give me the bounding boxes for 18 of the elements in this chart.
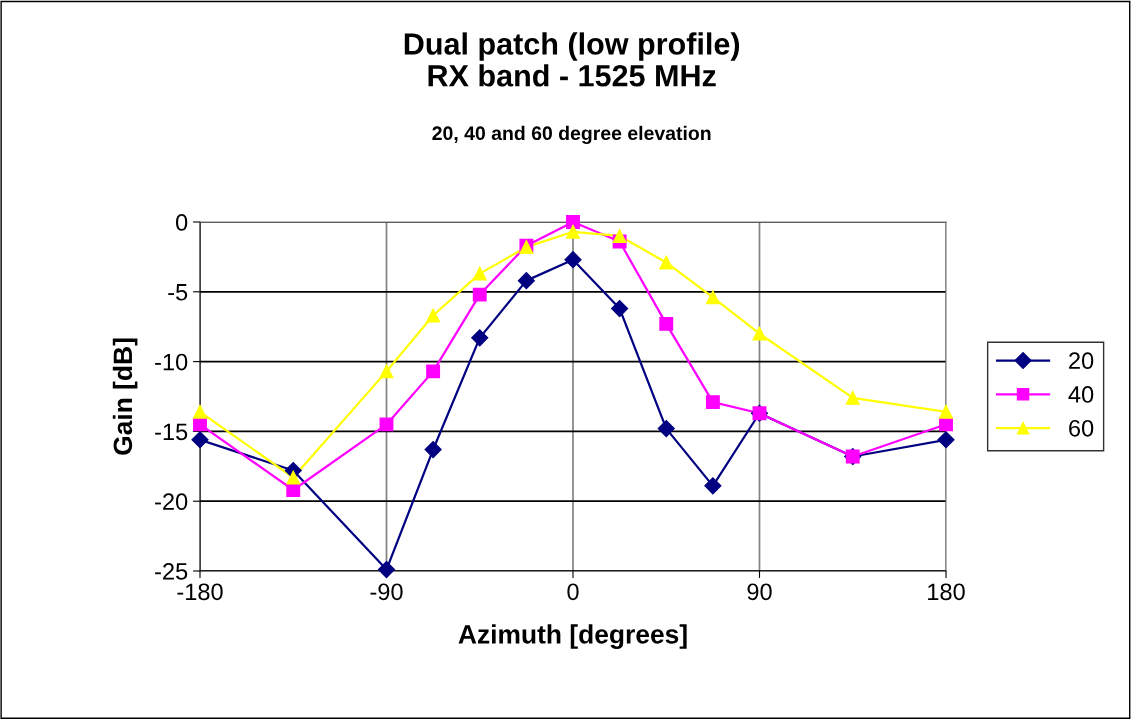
x-tick-label: -90 <box>370 583 403 601</box>
x-tick-label: 90 <box>747 583 772 601</box>
legend-label: 60 <box>1069 419 1094 437</box>
y-tick-label: -10 <box>155 353 188 371</box>
chart-subtitle: 20, 40 and 60 degree elevation <box>432 125 711 145</box>
y-axis-title: Gain [dB] <box>112 338 138 455</box>
legend-label: 20 <box>1069 352 1094 370</box>
chart-title: Dual patch (low profile) RX band - 1525 MHz <box>404 32 740 87</box>
y-tick-label: 0 <box>175 214 188 231</box>
y-tick-label: -5 <box>168 284 188 301</box>
y-tick-label: -15 <box>155 423 188 441</box>
x-axis-title: Azimuth [degrees] <box>458 624 687 649</box>
legend-label: 40 <box>1068 386 1094 403</box>
y-tick-label: -20 <box>155 493 188 510</box>
y-tick-label: -25 <box>155 563 188 580</box>
x-tick-label: 0 <box>567 583 579 601</box>
x-tick-label: 180 <box>928 583 965 601</box>
x-tick-label: -180 <box>177 583 223 601</box>
